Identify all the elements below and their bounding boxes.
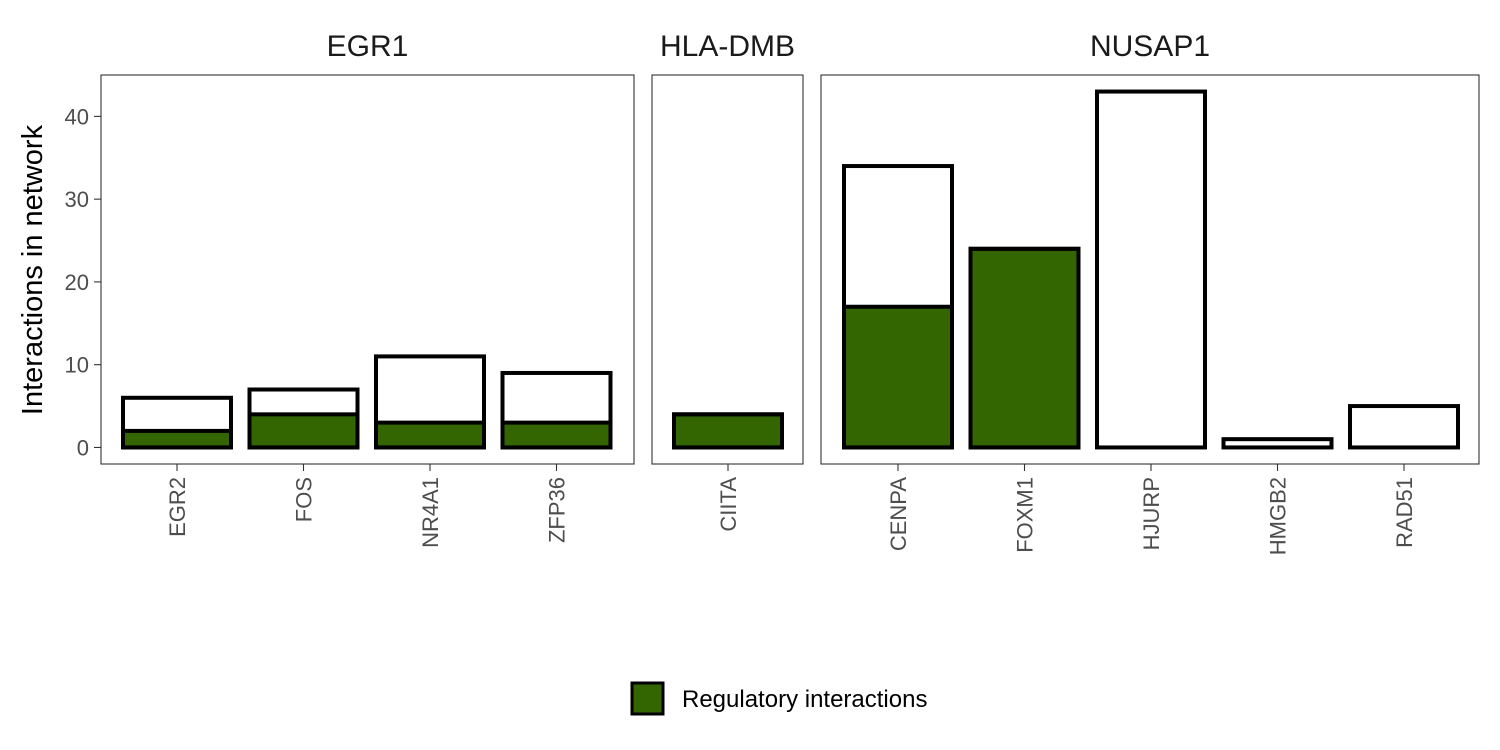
y-tick-label: 10 bbox=[65, 353, 89, 378]
bar-total-fos bbox=[247, 387, 360, 450]
facet-title: NUSAP1 bbox=[1090, 30, 1210, 63]
facet-panels: EGR1 EGR2 FOS NR4A1 ZFP36 HLA-DMB CIITA NUSAP1 C… bbox=[100, 30, 1480, 555]
x-tick-label-hjurp: HJURP bbox=[1139, 477, 1164, 550]
y-tick-label: 20 bbox=[65, 270, 89, 295]
bar-regulatory-ciita bbox=[672, 412, 784, 450]
bar-total-egr2 bbox=[121, 395, 233, 450]
facet-panel-egr1: EGR1 EGR2 FOS NR4A1 ZFP36 bbox=[100, 30, 635, 548]
x-tick-label-rad51: RAD51 bbox=[1392, 477, 1417, 548]
bar-total-foxm1 bbox=[968, 246, 1081, 450]
bar-regulatory-fos bbox=[247, 412, 360, 450]
legend-label-regulatory: Regulatory interactions bbox=[682, 686, 927, 713]
y-tick-label: 40 bbox=[65, 104, 89, 129]
bar-regulatory-egr2 bbox=[121, 428, 233, 450]
bar-regulatory-cenpa bbox=[842, 304, 954, 450]
legend-key-regulatory bbox=[630, 681, 665, 716]
x-tick-label-foxm1: FOXM1 bbox=[1013, 477, 1038, 553]
panel-border bbox=[820, 74, 1480, 465]
x-tick-label-egr2: EGR2 bbox=[165, 477, 190, 537]
bar-total-nr4a1 bbox=[374, 354, 486, 450]
legend: Regulatory interactions bbox=[630, 681, 927, 716]
bar-regulatory-zfp36 bbox=[500, 420, 613, 450]
facet-panel-nusap1: NUSAP1 CENPA FOXM1 HJURP HMGB2 RAD51 bbox=[820, 30, 1480, 555]
bar-total-hmgb2 bbox=[1221, 437, 1334, 450]
x-tick-label-ciita: CIITA bbox=[716, 477, 741, 532]
bar-total-rad51 bbox=[1348, 404, 1460, 450]
bar-regulatory-foxm1 bbox=[968, 246, 1081, 450]
bar-regulatory-nr4a1 bbox=[374, 420, 486, 450]
facet-panel-hla-dmb: HLA-DMB CIITA bbox=[651, 30, 804, 532]
y-tick-label: 30 bbox=[65, 187, 89, 212]
x-tick-label-hmgb2: HMGB2 bbox=[1266, 477, 1291, 555]
facet-title: EGR1 bbox=[327, 30, 409, 63]
y-axis: 0 10 20 30 40 bbox=[65, 104, 101, 460]
panel-border bbox=[651, 74, 804, 465]
bar-total-ciita bbox=[672, 412, 784, 450]
x-tick-label-nr4a1: NR4A1 bbox=[418, 477, 443, 548]
x-tick-label-cenpa: CENPA bbox=[886, 477, 911, 551]
x-tick-label-zfp36: ZFP36 bbox=[545, 477, 570, 543]
x-tick-label-fos: FOS bbox=[292, 477, 317, 522]
bar-total-hjurp bbox=[1095, 89, 1207, 450]
bar-total-cenpa bbox=[842, 164, 954, 450]
y-tick-label: 0 bbox=[77, 435, 89, 460]
y-axis-title: Interactions in network bbox=[17, 124, 49, 415]
facet-title: HLA-DMB bbox=[660, 30, 795, 63]
bar-total-zfp36 bbox=[500, 370, 613, 450]
panel-border bbox=[100, 74, 635, 465]
